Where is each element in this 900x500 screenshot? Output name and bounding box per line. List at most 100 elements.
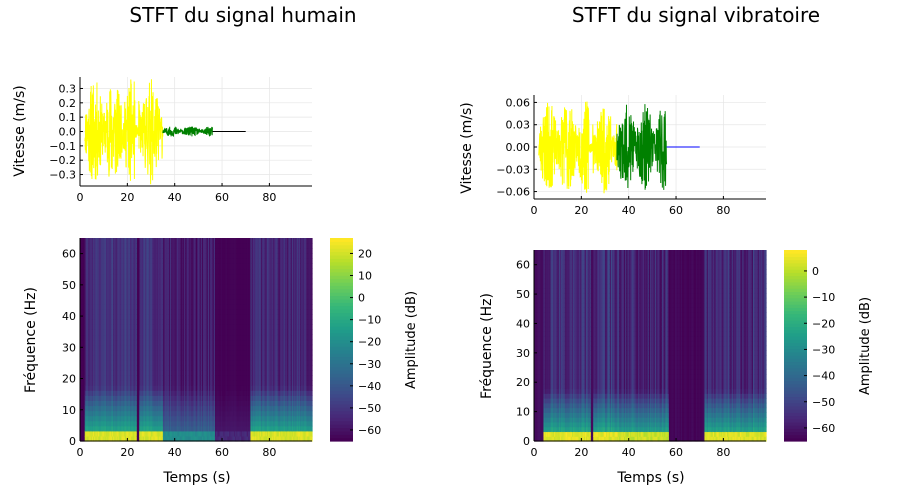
heat-cell	[106, 405, 108, 412]
heat-cell	[135, 385, 138, 391]
heat-cell	[113, 253, 115, 259]
heat-cell	[81, 380, 83, 386]
heat-cell	[114, 349, 117, 356]
heat-cell	[123, 410, 126, 417]
heat-cell	[116, 354, 119, 361]
heat-cell	[130, 303, 133, 310]
heat-cell	[124, 238, 127, 244]
heat-cell	[94, 359, 96, 366]
heat-cell	[140, 273, 143, 280]
heat-cell	[88, 415, 91, 422]
heat-cell	[160, 410, 163, 417]
heat-cell	[106, 319, 108, 325]
heat-cell	[160, 395, 163, 401]
heat-cell	[90, 349, 93, 356]
heat-cell	[94, 248, 96, 254]
heat-cell	[154, 278, 157, 285]
heat-cell	[145, 339, 147, 346]
heat-cell	[80, 263, 82, 270]
heat-cell	[151, 273, 153, 280]
heat-cell	[109, 369, 112, 376]
heat-cell	[120, 339, 123, 346]
heat-cell	[143, 400, 146, 407]
heat-cell	[139, 385, 141, 391]
heat-cell	[141, 324, 144, 330]
heat-cell	[103, 293, 106, 300]
heat-cell	[155, 309, 158, 315]
heat-cell	[148, 354, 151, 361]
heat-cell	[116, 385, 119, 391]
heat-cell	[158, 253, 160, 259]
heat-cell	[145, 369, 147, 376]
heat-cell	[124, 395, 127, 401]
heat-cell	[117, 248, 120, 254]
heat-cell	[100, 314, 102, 320]
heat-cell	[91, 303, 94, 310]
heat-cell	[97, 339, 100, 346]
heat-cell	[121, 354, 124, 361]
heat-cell	[102, 435, 105, 442]
heat-cell	[160, 420, 163, 427]
heat-cell	[141, 268, 144, 275]
heat-cell	[159, 369, 162, 376]
heat-cell	[110, 400, 113, 407]
heat-cell	[134, 400, 137, 407]
heat-cell	[147, 410, 150, 417]
heat-cell	[100, 339, 102, 346]
heat-cell	[143, 258, 146, 264]
heat-cell	[159, 283, 162, 290]
heat-cell	[94, 314, 96, 320]
heat-cell	[84, 395, 87, 401]
heat-cell	[151, 415, 153, 422]
heat-cell	[151, 288, 153, 295]
heat-cell	[111, 435, 114, 442]
heat-cell	[145, 344, 147, 351]
heat-cell	[89, 238, 92, 244]
heat-cell	[107, 268, 109, 275]
heat-cell	[98, 334, 101, 341]
heat-cell	[154, 369, 157, 376]
heat-cell	[154, 359, 157, 366]
heat-cell	[96, 263, 99, 270]
heat-cell	[94, 253, 96, 259]
heat-cell	[146, 268, 149, 275]
heat-cell	[136, 430, 139, 437]
heat-cell	[102, 334, 105, 341]
heat-cell	[130, 334, 133, 341]
heat-cell	[89, 405, 92, 412]
x-tick-label-2: 40	[168, 191, 182, 204]
heat-cell	[128, 375, 131, 381]
heat-cell	[97, 415, 100, 422]
heat-cell	[154, 263, 157, 270]
heat-cell	[142, 248, 145, 254]
heat-cell	[85, 268, 88, 275]
heat-cell	[159, 430, 162, 437]
heat-cell	[135, 339, 138, 346]
heat-cell	[132, 354, 134, 361]
heat-cell	[113, 334, 115, 341]
heat-cell	[148, 435, 151, 442]
heat-cell	[115, 435, 118, 442]
heat-cell	[141, 410, 144, 417]
heat-cell	[156, 385, 159, 391]
heat-cell	[140, 425, 143, 432]
heat-cell	[135, 329, 138, 336]
heat-cell	[90, 435, 93, 442]
heat-cell	[126, 410, 128, 417]
heat-cell	[84, 309, 87, 315]
heat-cell	[107, 248, 109, 254]
heat-cell	[89, 430, 92, 437]
heat-cell	[149, 405, 152, 412]
heat-cell	[88, 329, 91, 336]
heat-cell	[82, 400, 85, 407]
heat-cell	[80, 405, 82, 412]
heat-cell	[116, 430, 119, 437]
heat-cell	[159, 329, 162, 336]
heat-cell	[158, 415, 160, 422]
heat-cell	[97, 430, 100, 437]
heat-cell	[155, 415, 158, 422]
heat-cell	[149, 410, 152, 417]
heat-cell	[117, 253, 120, 259]
heat-cell	[145, 324, 147, 330]
heat-cell	[82, 369, 85, 376]
